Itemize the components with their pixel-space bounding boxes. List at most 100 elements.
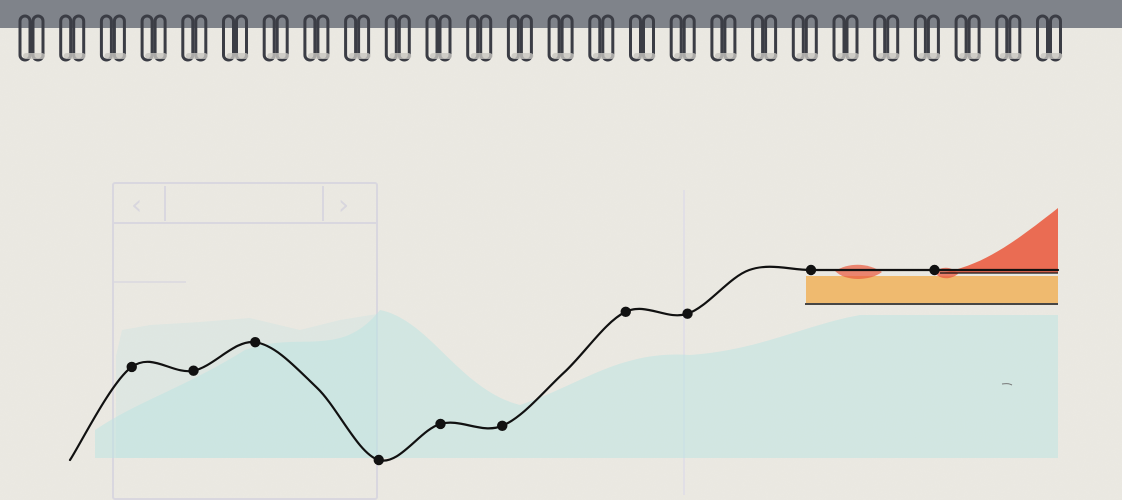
binding-hole [23,53,45,59]
binding-hole [226,53,249,59]
binding-coil [506,14,534,62]
binding-coil-right [1008,14,1022,62]
binding-coil-right [235,14,248,62]
binding-coil-right [397,14,411,62]
binding-coil-left [629,14,642,62]
binding-coil-left [140,14,154,62]
binding-coil-left [181,14,195,62]
binding-coil [99,14,127,62]
binding-coil-right [194,14,208,62]
profile-marker [805,264,817,276]
binding-hole [999,53,1022,59]
binding-coil-left [751,14,765,62]
binding-coil-left [710,14,724,62]
binding-coil-right [804,14,818,62]
binding-coil-left [913,14,927,62]
binding-coil-right [438,14,452,62]
binding-hole [918,53,941,59]
binding-hole [511,53,534,59]
binding-coil-left [791,14,805,62]
binding-coil [710,14,737,62]
binding-hole [592,53,615,59]
binding-coil [547,14,575,62]
binding-coil [262,14,290,62]
binding-hole [389,53,412,59]
binding-coil-right [601,14,615,62]
binding-coil [954,14,982,62]
binding-coil-left [832,14,846,62]
spiral-binding [0,0,1122,62]
red-wedge [942,208,1058,273]
binding-hole [430,53,452,59]
profile-marker [435,418,446,430]
binding-coil-right [682,14,696,62]
binding-coil-right [1049,14,1062,62]
binding-coil [791,14,819,62]
profile-marker [682,308,693,319]
profile-marker [620,306,631,317]
profile-marker [250,337,261,348]
binding-coil-left [18,14,32,62]
binding-coil-right [886,14,900,62]
binding-coil [466,14,493,62]
chevron-right-icon: › [338,188,349,221]
binding-coil [303,14,330,62]
binding-coil [384,14,412,62]
binding-coil [140,14,168,62]
binding-coil [59,14,86,62]
binding-coil-left [588,14,602,62]
binding-coil-right [72,14,86,62]
orange-band [806,276,1058,303]
binding-coil [832,14,859,62]
binding-coil-left [547,14,561,62]
binding-hole [714,53,737,59]
binding-coil-left [384,14,398,62]
profile-marker [126,361,137,373]
profile-marker [497,420,508,431]
binding-coil [588,14,615,62]
binding-coil-right [845,14,859,62]
binding-coil [1036,14,1063,62]
binding-coil [669,14,697,62]
binding-coil-right [153,14,167,62]
binding-coil-right [926,14,940,62]
binding-hole [1040,53,1063,59]
binding-coil [751,14,778,62]
binding-coil-left [303,14,317,62]
binding-hole [307,53,330,59]
binding-coil-left [344,14,358,62]
binding-hole [348,53,371,59]
binding-hole [63,53,86,59]
red-highlight [835,264,882,279]
binding-coil-right [519,14,533,62]
binding-coil [995,14,1022,62]
profile-line [68,265,1060,462]
binding-coil [344,14,371,62]
binding-coil-right [112,14,126,62]
pencil-mark [1001,383,1013,386]
binding-coil-left [873,14,887,62]
profile-marker [373,454,384,466]
binding-hole [552,53,575,59]
binding-coil-right [357,14,371,62]
binding-coil [18,14,45,62]
chevron-left-icon: ‹ [131,188,142,221]
binding-coil-left [59,14,73,62]
binding-hole [145,53,168,59]
binding-hole [877,53,900,59]
binding-hole [959,53,982,59]
binding-coil-right [642,14,655,62]
binding-hole [674,53,697,59]
teal-wireframe-fill [116,314,377,458]
binding-coil-right [723,14,737,62]
binding-coil-right [479,14,493,62]
binding-coil-right [31,14,45,62]
teal-fill [95,310,1058,458]
binding-hole [104,53,127,59]
binding-coil-left [262,14,276,62]
binding-coil [629,14,656,62]
binding-coil-left [669,14,683,62]
binding-hole [470,53,493,59]
profile-sketch-chart [68,208,1060,466]
binding-coil-left [466,14,480,62]
